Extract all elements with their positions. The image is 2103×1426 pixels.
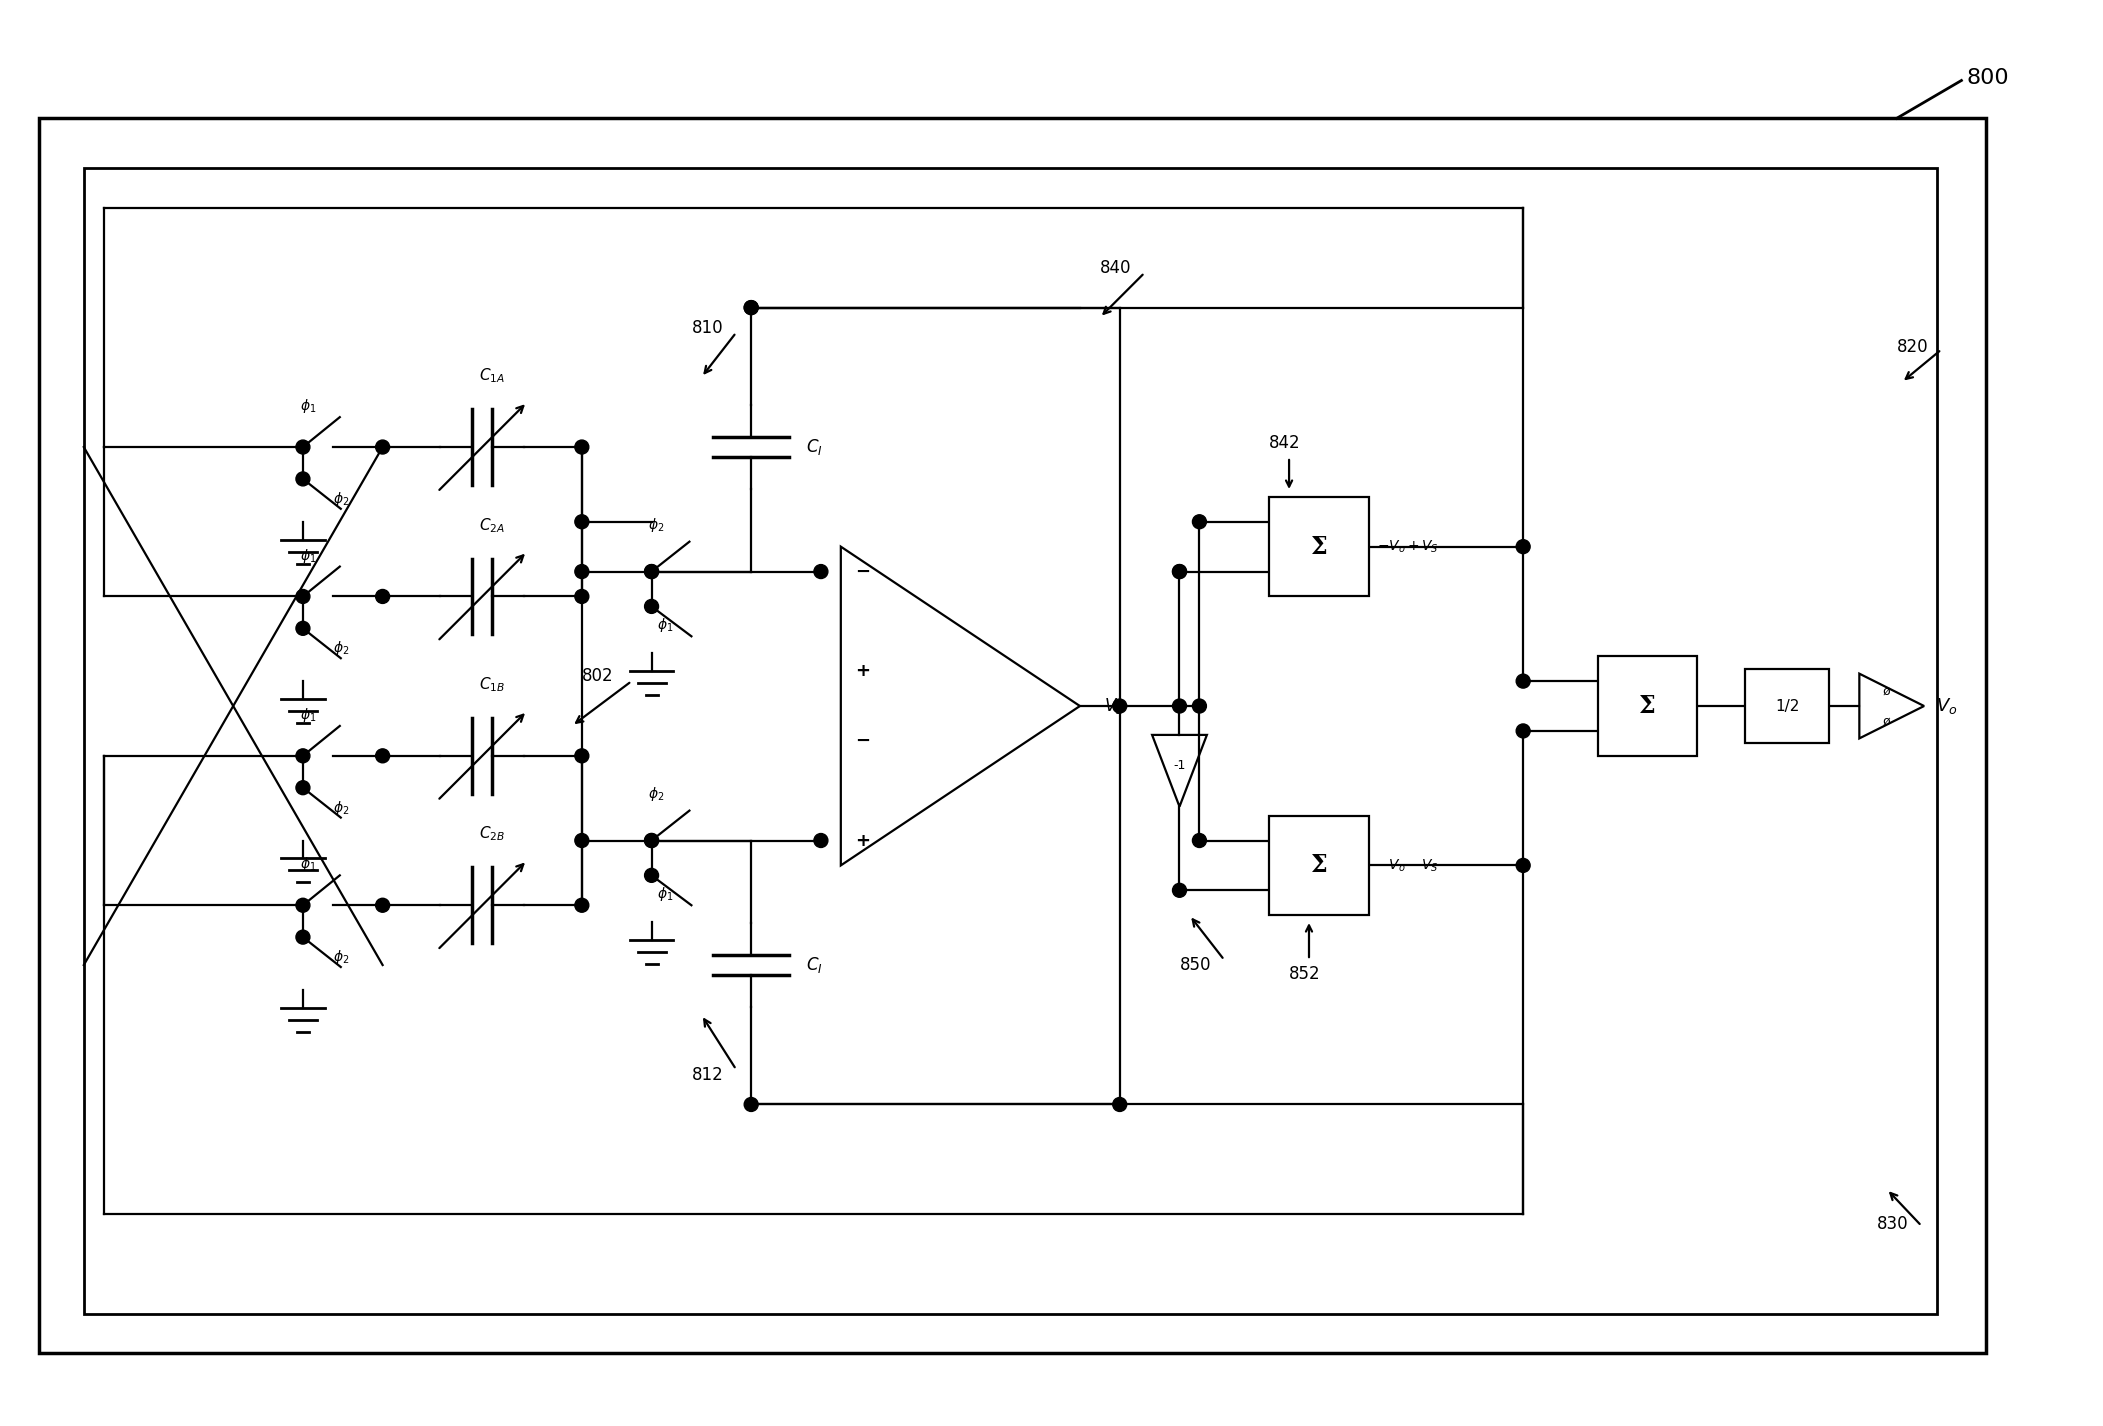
Bar xyxy=(1598,656,1697,756)
Text: $\phi_1$: $\phi_1$ xyxy=(301,398,315,415)
Text: +: + xyxy=(856,662,871,680)
Circle shape xyxy=(1173,565,1186,579)
Text: ø: ø xyxy=(1882,714,1891,727)
Circle shape xyxy=(297,472,309,486)
Bar xyxy=(1268,496,1369,596)
Circle shape xyxy=(744,1098,759,1111)
Text: 800: 800 xyxy=(1966,68,2008,88)
Text: ø: ø xyxy=(1882,684,1891,697)
Text: 842: 842 xyxy=(1268,434,1302,452)
Text: 1/2: 1/2 xyxy=(1775,699,1800,713)
Text: $\phi_2$: $\phi_2$ xyxy=(332,491,349,508)
Circle shape xyxy=(297,781,309,794)
Text: $C_I$: $C_I$ xyxy=(805,436,822,458)
Text: $C_{2A}$: $C_{2A}$ xyxy=(479,516,505,535)
Circle shape xyxy=(297,898,309,913)
Text: 852: 852 xyxy=(1289,965,1321,983)
Circle shape xyxy=(1516,858,1531,873)
Text: $\phi_2$: $\phi_2$ xyxy=(332,799,349,817)
Bar xyxy=(1745,669,1830,743)
Circle shape xyxy=(646,868,658,883)
Circle shape xyxy=(1173,883,1186,897)
Text: −: − xyxy=(856,732,871,750)
Circle shape xyxy=(376,589,389,603)
Text: 810: 810 xyxy=(692,318,723,337)
Circle shape xyxy=(574,441,589,453)
Text: 812: 812 xyxy=(692,1065,723,1084)
Text: Σ: Σ xyxy=(1310,535,1327,559)
Text: $\phi_1$: $\phi_1$ xyxy=(301,546,315,565)
Text: -1: -1 xyxy=(1173,759,1186,773)
Text: $V_S$: $V_S$ xyxy=(1104,696,1125,716)
Text: $\phi_2$: $\phi_2$ xyxy=(648,784,665,803)
Bar xyxy=(40,118,1987,1353)
Circle shape xyxy=(574,834,589,847)
Text: 820: 820 xyxy=(1897,338,1928,356)
Text: $-V_o-V_S$: $-V_o-V_S$ xyxy=(1377,857,1438,874)
Text: $V_o$: $V_o$ xyxy=(1937,696,1958,716)
Circle shape xyxy=(744,301,759,315)
Circle shape xyxy=(297,930,309,944)
Circle shape xyxy=(1516,674,1531,689)
Circle shape xyxy=(376,441,389,453)
Circle shape xyxy=(646,565,658,579)
Bar xyxy=(1268,816,1369,915)
Circle shape xyxy=(297,589,309,603)
Circle shape xyxy=(1192,834,1207,847)
Text: $\phi_1$: $\phi_1$ xyxy=(301,706,315,724)
Circle shape xyxy=(574,515,589,529)
Bar xyxy=(84,168,1937,1313)
Circle shape xyxy=(1112,1098,1127,1111)
Text: $\phi_2$: $\phi_2$ xyxy=(332,639,349,657)
Text: $\phi_2$: $\phi_2$ xyxy=(332,948,349,965)
Text: $C_{1A}$: $C_{1A}$ xyxy=(479,366,505,385)
Circle shape xyxy=(744,301,759,315)
Circle shape xyxy=(574,589,589,603)
Circle shape xyxy=(646,834,658,847)
Circle shape xyxy=(574,898,589,913)
Text: $-V_o+V_S$: $-V_o+V_S$ xyxy=(1377,539,1438,555)
Text: $C_I$: $C_I$ xyxy=(805,955,822,975)
Circle shape xyxy=(814,565,829,579)
Text: 850: 850 xyxy=(1180,955,1211,974)
Circle shape xyxy=(646,834,658,847)
Circle shape xyxy=(1516,539,1531,553)
Text: Σ: Σ xyxy=(1310,853,1327,877)
Circle shape xyxy=(297,749,309,763)
Text: $\phi_2$: $\phi_2$ xyxy=(648,516,665,533)
Circle shape xyxy=(297,622,309,636)
Text: 840: 840 xyxy=(1100,258,1131,277)
Circle shape xyxy=(1173,565,1186,579)
Circle shape xyxy=(1192,515,1207,529)
Circle shape xyxy=(1192,699,1207,713)
Circle shape xyxy=(574,749,589,763)
Circle shape xyxy=(646,599,658,613)
Text: 830: 830 xyxy=(1876,1215,1907,1233)
Text: Σ: Σ xyxy=(1640,694,1655,719)
Text: −: − xyxy=(856,562,871,580)
Text: $C_{1B}$: $C_{1B}$ xyxy=(479,676,505,694)
Text: $C_{2B}$: $C_{2B}$ xyxy=(479,824,505,844)
Circle shape xyxy=(1173,699,1186,713)
Circle shape xyxy=(297,441,309,453)
Circle shape xyxy=(1112,699,1127,713)
Circle shape xyxy=(376,749,389,763)
Circle shape xyxy=(814,834,829,847)
Circle shape xyxy=(646,565,658,579)
Text: 802: 802 xyxy=(583,667,614,684)
Circle shape xyxy=(574,565,589,579)
Text: +: + xyxy=(856,831,871,850)
Circle shape xyxy=(1516,724,1531,737)
Text: $\phi_1$: $\phi_1$ xyxy=(656,886,673,903)
Text: $\phi_1$: $\phi_1$ xyxy=(301,856,315,873)
Text: $\phi_1$: $\phi_1$ xyxy=(656,616,673,635)
Circle shape xyxy=(376,898,389,913)
